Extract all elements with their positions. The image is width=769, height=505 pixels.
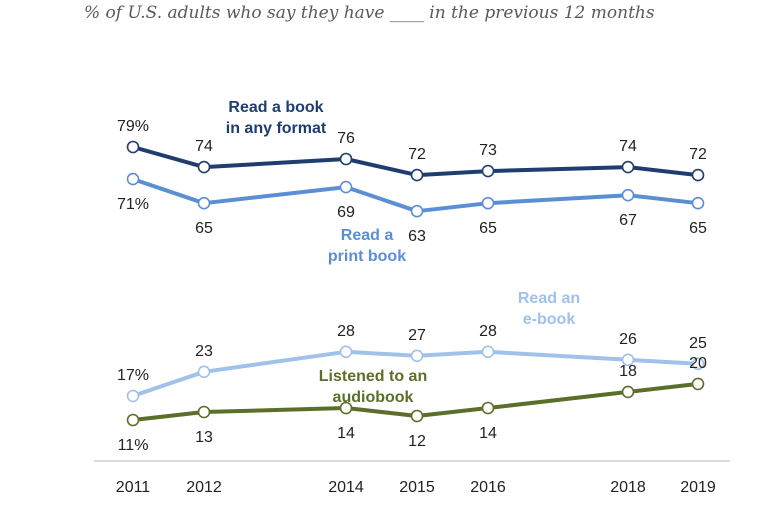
data-point <box>197 160 211 174</box>
data-label: 72 <box>408 146 426 163</box>
data-point <box>410 168 424 182</box>
data-point <box>481 164 495 178</box>
data-label: 18 <box>619 363 637 380</box>
series-name-label: Read a <box>341 227 394 244</box>
data-point <box>126 389 140 403</box>
data-label: 12 <box>408 433 426 450</box>
data-label: 74 <box>619 138 637 155</box>
x-tick-label: 2019 <box>680 479 716 496</box>
series-name-label: audiobook <box>333 389 414 406</box>
data-point <box>339 152 353 166</box>
data-label: 25 <box>689 335 707 352</box>
data-label: 65 <box>479 220 497 237</box>
data-label: 26 <box>619 331 637 348</box>
data-point <box>481 401 495 415</box>
data-point <box>621 353 635 367</box>
data-label: 76 <box>337 130 355 147</box>
data-label: 65 <box>195 220 213 237</box>
data-point <box>197 196 211 210</box>
data-point <box>126 140 140 154</box>
data-point <box>691 196 705 210</box>
data-point <box>410 204 424 218</box>
x-tick-label: 2018 <box>610 479 646 496</box>
data-point <box>339 345 353 359</box>
data-point <box>691 377 705 391</box>
x-tick-label: 2014 <box>328 479 364 496</box>
data-label: 20 <box>689 355 707 372</box>
series-name-label: Listened to an <box>319 368 427 385</box>
series-name-label: in any format <box>226 120 327 137</box>
series-name-label: Read an <box>518 290 580 307</box>
data-label: 28 <box>337 323 355 340</box>
data-label: 23 <box>195 343 213 360</box>
x-tick-label: 2012 <box>186 479 222 496</box>
data-label: 14 <box>337 425 355 442</box>
data-point <box>126 172 140 186</box>
x-tick-label: 2015 <box>399 479 435 496</box>
data-label: 71% <box>117 196 149 213</box>
data-label: 69 <box>337 204 355 221</box>
series-name-label: Read a book <box>228 99 323 116</box>
chart-subtitle: % of U.S. adults who say they have ____ … <box>84 3 655 23</box>
data-label: 13 <box>195 429 213 446</box>
data-point <box>481 196 495 210</box>
x-tick-label: 2016 <box>470 479 506 496</box>
data-label: 27 <box>408 327 426 344</box>
data-point <box>621 160 635 174</box>
series-name-label: e-book <box>523 311 576 328</box>
data-label: 17% <box>117 367 149 384</box>
data-point <box>339 401 353 415</box>
data-label: 14 <box>479 425 497 442</box>
data-point <box>691 168 705 182</box>
data-point <box>621 188 635 202</box>
data-point <box>691 357 705 371</box>
data-point <box>410 409 424 423</box>
series-name-label: print book <box>328 248 406 265</box>
data-label: 65 <box>689 220 707 237</box>
data-label: 63 <box>408 228 426 245</box>
data-point <box>197 405 211 419</box>
data-point <box>481 345 495 359</box>
data-label: 11% <box>118 437 149 454</box>
data-label: 67 <box>619 212 637 229</box>
data-point <box>126 413 140 427</box>
data-point <box>410 349 424 363</box>
data-label: 73 <box>479 142 497 159</box>
data-point <box>197 365 211 379</box>
data-point <box>339 180 353 194</box>
data-label: 79% <box>117 118 149 135</box>
x-tick-label: 2011 <box>116 479 151 496</box>
data-label: 74 <box>195 138 213 155</box>
data-point <box>621 385 635 399</box>
data-label: 72 <box>689 146 707 163</box>
data-label: 28 <box>479 323 497 340</box>
